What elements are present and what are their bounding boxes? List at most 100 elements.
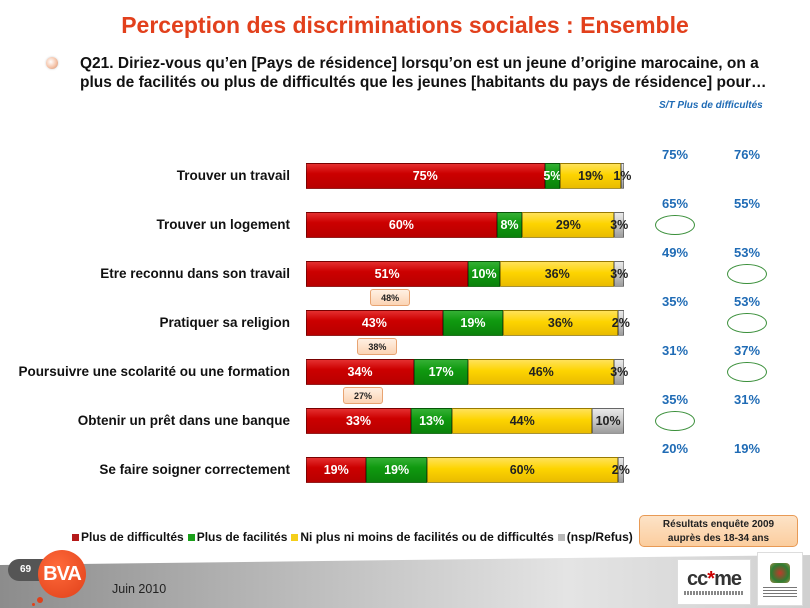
data-label: 13%: [419, 414, 445, 428]
results-line2: auprès des 18-34 ans: [667, 533, 770, 544]
category-label: Poursuivre une scolarité ou une formatio…: [18, 364, 290, 379]
category-label: Se faire soigner correctement: [99, 462, 290, 477]
bar-segment-yellow: 19%: [560, 163, 621, 189]
data-label: 19%: [460, 316, 486, 330]
previous-value-bubble: 27%: [343, 387, 384, 404]
bar-segment-red: 34%: [306, 359, 415, 385]
legend-swatch-green: [187, 533, 195, 541]
data-label: 36%: [547, 316, 573, 330]
data-label: 2%: [611, 463, 630, 477]
st-value-col2: 55%: [734, 196, 761, 211]
data-label: 3%: [610, 365, 629, 379]
category-label: Obtenir un prêt dans une banque: [77, 413, 290, 428]
data-label: 8%: [500, 218, 519, 232]
bar-segment-yellow: 36%: [503, 310, 618, 336]
bar-segment-green: 5%: [543, 163, 562, 189]
st-value-col1: 75%: [662, 147, 689, 162]
bar-segment-grey: 2%: [612, 457, 630, 483]
highlight-ellipse: [655, 411, 695, 431]
highlight-ellipse: [727, 362, 767, 382]
bullet-icon: [46, 57, 58, 69]
st-value-col2: 37%: [734, 343, 761, 358]
legend-label: Ni plus ni moins de facilités ou de diff…: [300, 530, 554, 544]
bar-segment-red: 51%: [306, 261, 469, 287]
data-label: 19%: [384, 463, 410, 477]
st-value-col1: 49%: [662, 245, 689, 260]
data-label: 17%: [428, 365, 454, 379]
bva-logo: BVA: [38, 550, 86, 598]
bar-segment-yellow: 44%: [452, 408, 593, 434]
data-label: 36%: [544, 267, 570, 281]
slide-title: Perception des discriminations sociales …: [121, 12, 689, 38]
ccme-logo: cc*me: [677, 559, 751, 605]
data-label: 1%: [613, 169, 632, 183]
legend-swatch-red: [72, 533, 79, 541]
st-value-col1: 20%: [662, 441, 689, 456]
data-label: 60%: [509, 463, 535, 477]
bar-segment-grey: 1%: [613, 163, 631, 189]
bva-logo-dot-small: [32, 603, 35, 606]
bva-logo-text: BVA: [43, 562, 82, 585]
data-label: 19%: [578, 169, 604, 183]
legend-label: Plus de facilités: [196, 530, 288, 544]
st-value-col1: 65%: [662, 196, 689, 211]
bar-segment-grey: 3%: [610, 261, 628, 287]
bar-segment-red: 60%: [306, 212, 497, 238]
category-label: Trouver un travail: [176, 168, 290, 183]
bar-segment-grey: 3%: [610, 359, 628, 385]
data-label: 43%: [361, 316, 387, 330]
category-label: Pratiquer sa religion: [159, 315, 290, 330]
category-label: Trouver un logement: [156, 217, 290, 232]
st-value-col2: 19%: [734, 441, 761, 456]
results-box: Résultats enquête 2009 auprès des 18-34 …: [639, 515, 798, 547]
results-line1: Résultats enquête 2009: [662, 519, 775, 530]
bar-segment-yellow: 60%: [426, 457, 618, 483]
st-value-col2: 76%: [734, 147, 761, 162]
bar-segment-yellow: 36%: [499, 261, 615, 287]
legend-swatch-grey: [557, 533, 565, 541]
legend-label: (nsp/Refus): [566, 530, 633, 544]
legend-label: Plus de difficultés: [81, 530, 184, 544]
bar-segment-grey: 3%: [610, 212, 628, 238]
bar-segment-green: 19%: [366, 457, 427, 483]
st-value-col2: 53%: [734, 245, 761, 260]
data-label: 51%: [374, 267, 400, 281]
highlight-ellipse: [727, 313, 767, 333]
bar-segment-grey: 2%: [612, 310, 630, 336]
data-label: 46%: [528, 365, 554, 379]
bar-segment-red: 43%: [306, 310, 443, 336]
bar-segment-green: 17%: [414, 359, 469, 385]
morocco-emblem-logo: [757, 552, 803, 606]
previous-value-bubble: 48%: [370, 289, 411, 306]
chart-legend: Plus de difficultés Plus de facilités Ni…: [72, 530, 633, 544]
bar-segment-green: 8%: [496, 212, 523, 238]
bar-segment-green: 19%: [442, 310, 504, 336]
bar-segment-red: 19%: [306, 457, 367, 483]
bar-segment-yellow: 29%: [522, 212, 615, 238]
highlight-ellipse: [655, 215, 695, 235]
st-value-col1: 31%: [662, 343, 689, 358]
data-label: 5%: [543, 169, 562, 183]
question-text: Q21. Diriez-vous qu’en [Pays de résidenc…: [80, 55, 767, 91]
st-plus-difficultes-header: S/T Plus de difficultés: [659, 100, 763, 111]
data-label: 3%: [610, 267, 629, 281]
emblem-icon: [770, 563, 790, 583]
data-label: 10%: [471, 267, 497, 281]
data-label: 44%: [509, 414, 535, 428]
bar-segment-grey: 10%: [592, 408, 624, 434]
st-value-col2: 53%: [734, 294, 761, 309]
st-value-col2: 31%: [734, 392, 761, 407]
bar-segment-green: 13%: [410, 408, 453, 434]
bar-segment-red: 33%: [306, 408, 411, 434]
data-label: 3%: [610, 218, 629, 232]
previous-value-bubble: 38%: [357, 338, 398, 355]
emblem-text: [763, 587, 797, 597]
ccme-logo-subtext: [684, 591, 744, 595]
bva-logo-dot: [37, 597, 43, 603]
st-value-col1: 35%: [662, 392, 689, 407]
footer-band: [0, 555, 810, 608]
data-label: 75%: [412, 169, 438, 183]
bar-segment-red: 75%: [306, 163, 545, 189]
data-label: 19%: [323, 463, 349, 477]
